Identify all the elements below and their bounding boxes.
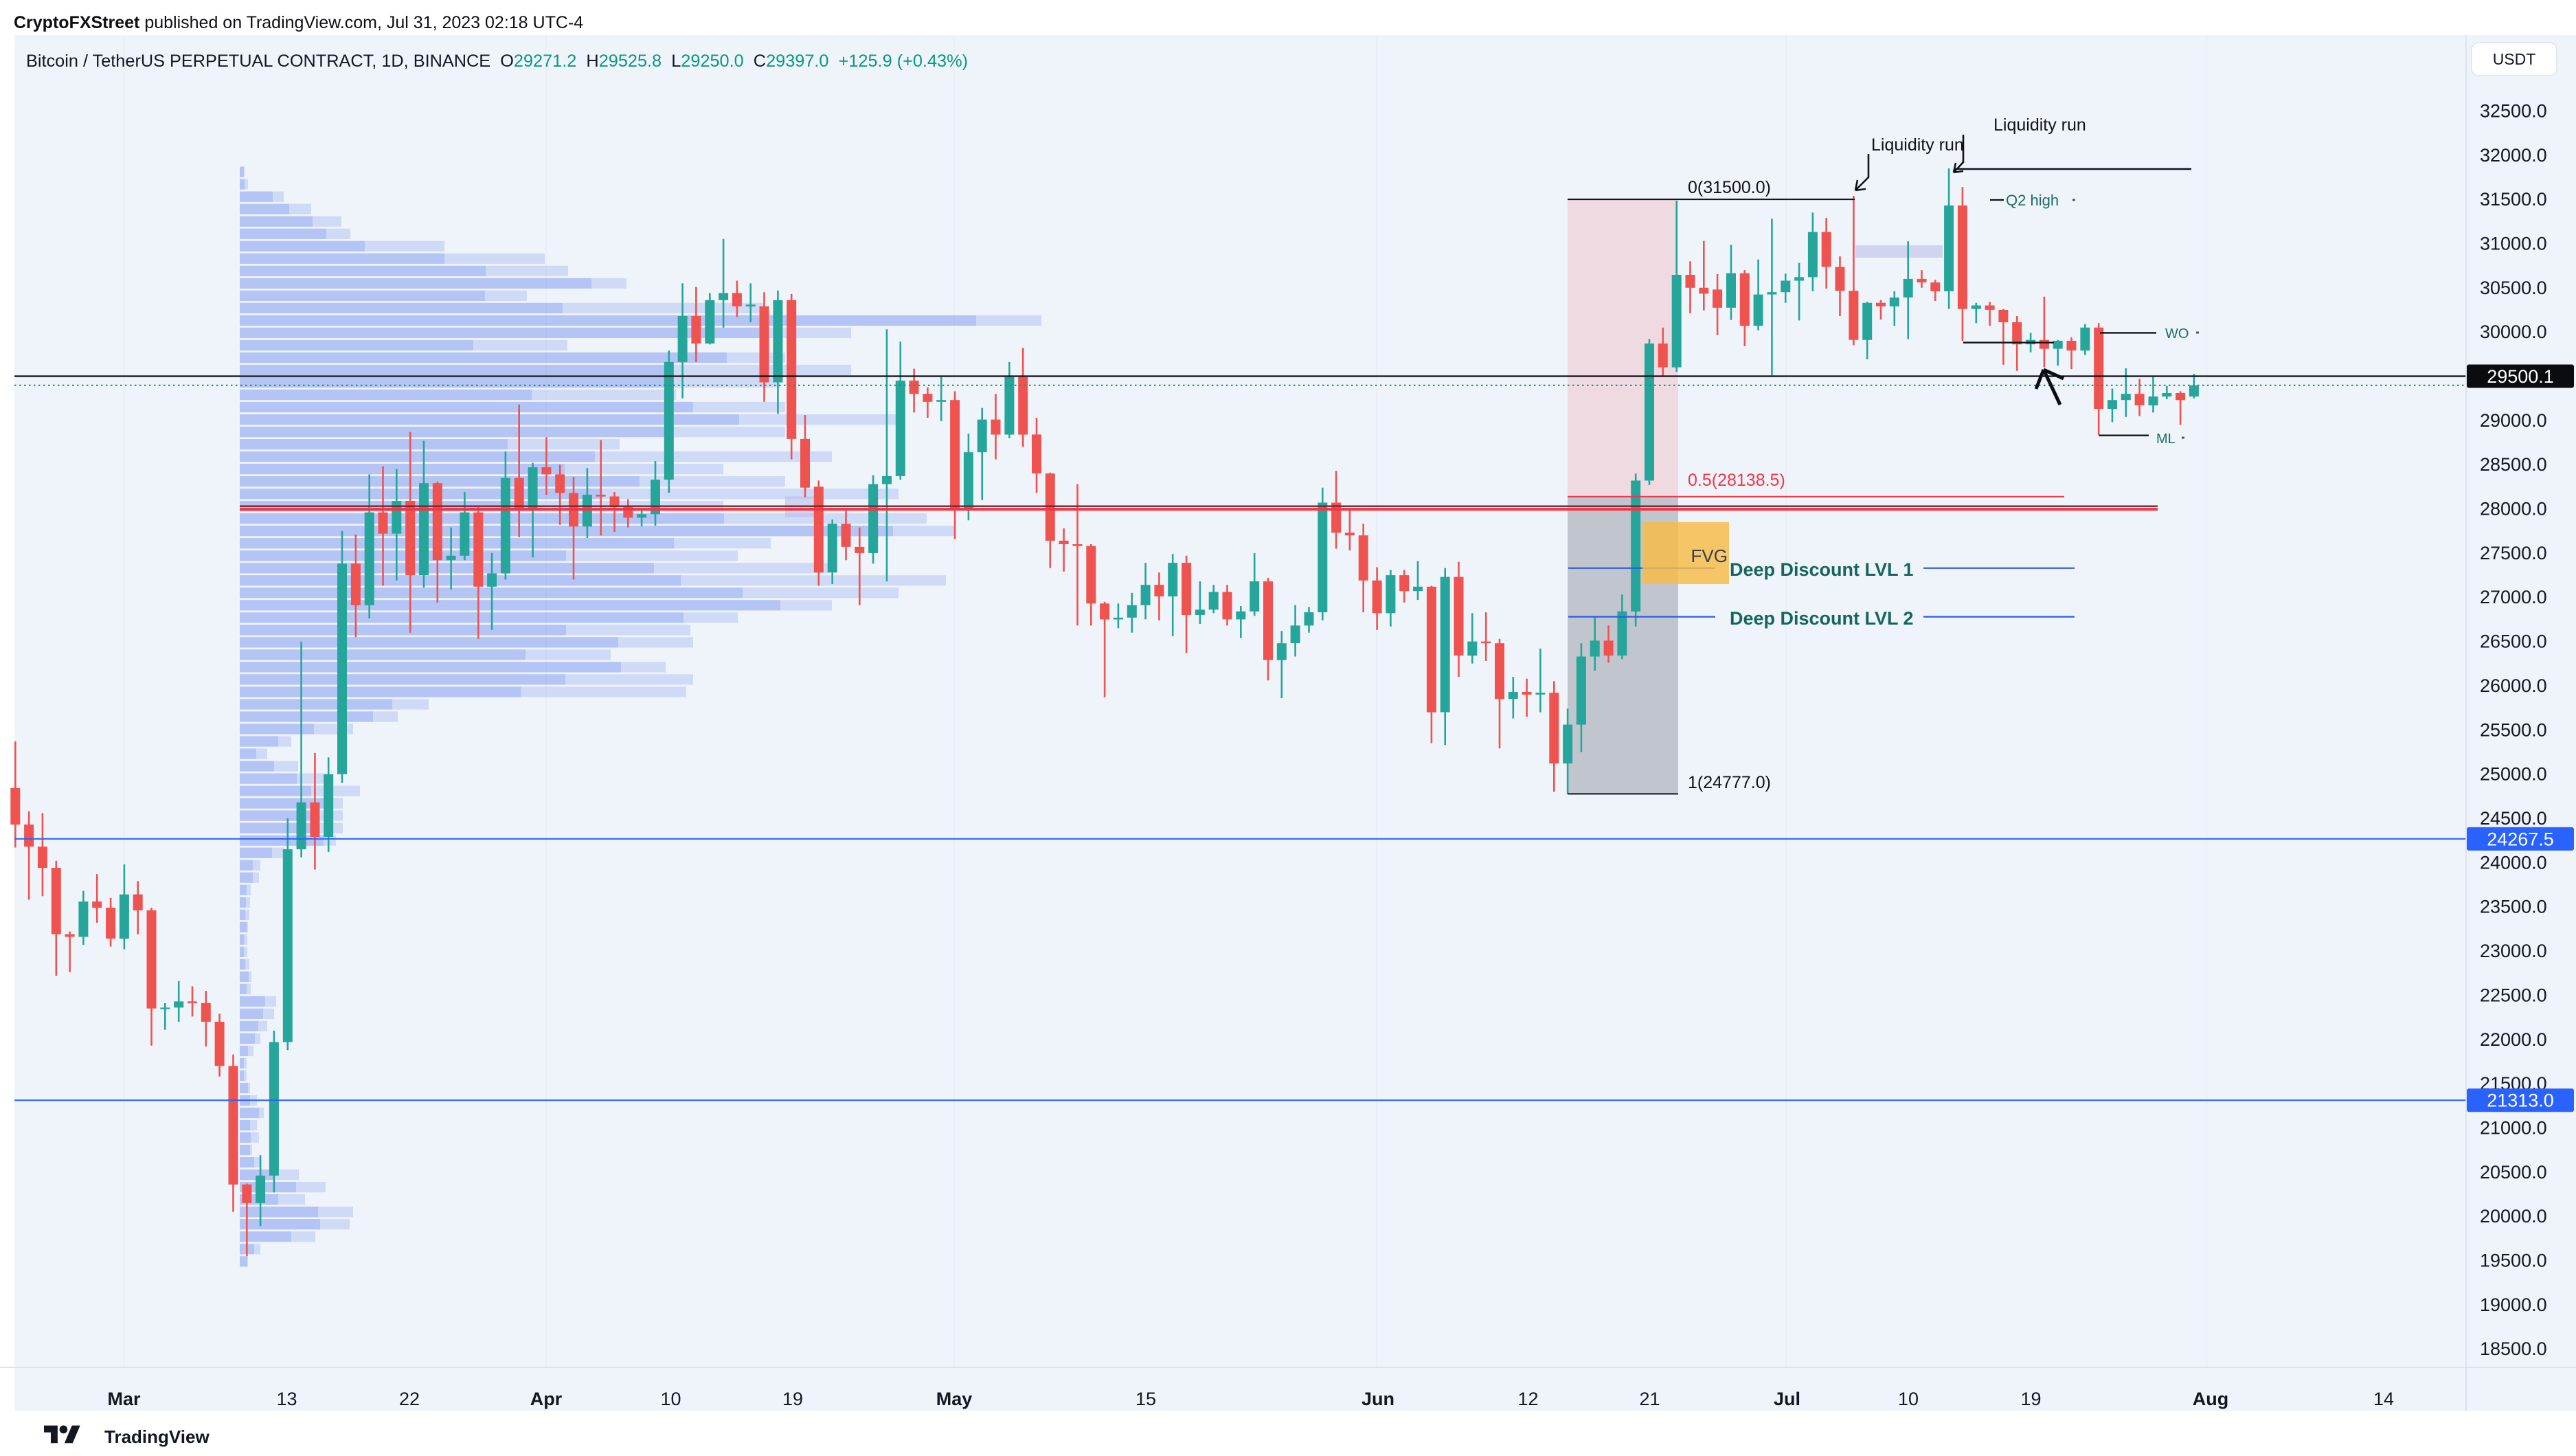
svg-text:25500.0: 25500.0: [2480, 719, 2547, 740]
svg-text:Apr: Apr: [530, 1389, 563, 1409]
svg-text:20500.0: 20500.0: [2480, 1162, 2547, 1183]
svg-text:23000.0: 23000.0: [2480, 941, 2547, 961]
svg-text:10: 10: [660, 1389, 681, 1409]
svg-text:22500.0: 22500.0: [2480, 985, 2547, 1005]
svg-text:Jul: Jul: [1774, 1389, 1800, 1409]
svg-text:20000.0: 20000.0: [2480, 1206, 2547, 1227]
svg-text:28500.0: 28500.0: [2480, 454, 2547, 475]
svg-text:12: 12: [1517, 1389, 1538, 1409]
svg-text:29500.1: 29500.1: [2487, 366, 2554, 387]
svg-text:Deep Discount LVL 1: Deep Discount LVL 1: [1730, 559, 1914, 580]
svg-text:Bitcoin / TetherUS PERPETUAL C: Bitcoin / TetherUS PERPETUAL CONTRACT, 1…: [26, 52, 968, 71]
svg-text:27000.0: 27000.0: [2480, 587, 2547, 607]
svg-text:Mar: Mar: [107, 1389, 141, 1409]
svg-text:19: 19: [2020, 1389, 2041, 1409]
svg-text:19500.0: 19500.0: [2480, 1251, 2547, 1271]
svg-text:Q2 high: Q2 high: [2006, 192, 2059, 209]
svg-text:WO: WO: [2165, 326, 2189, 341]
svg-text:30000.0: 30000.0: [2480, 322, 2547, 342]
svg-text:25000.0: 25000.0: [2480, 764, 2547, 785]
svg-text:21313.0: 21313.0: [2487, 1090, 2554, 1111]
svg-text:26000.0: 26000.0: [2480, 675, 2547, 696]
svg-text:14: 14: [2373, 1389, 2394, 1409]
svg-text:10: 10: [1898, 1389, 1919, 1409]
svg-text:26500.0: 26500.0: [2480, 631, 2547, 652]
svg-text:28000.0: 28000.0: [2480, 499, 2547, 519]
svg-text:1(24777.0): 1(24777.0): [1688, 773, 1771, 792]
svg-text:0(31500.0): 0(31500.0): [1688, 178, 1771, 197]
svg-text:USDT: USDT: [2493, 50, 2536, 68]
svg-text:Deep Discount LVL 2: Deep Discount LVL 2: [1730, 608, 1914, 629]
svg-text:31000.0: 31000.0: [2480, 233, 2547, 254]
svg-text:Aug: Aug: [2193, 1389, 2228, 1409]
svg-text:18500.0: 18500.0: [2480, 1339, 2547, 1359]
svg-text:24267.5: 24267.5: [2487, 829, 2554, 849]
svg-text:24000.0: 24000.0: [2480, 852, 2547, 873]
svg-text:Jun: Jun: [1362, 1389, 1394, 1409]
svg-text:Liquidity run: Liquidity run: [1993, 115, 2086, 135]
svg-text:19: 19: [782, 1389, 803, 1409]
svg-text:21: 21: [1639, 1389, 1660, 1409]
svg-text:32000.0: 32000.0: [2480, 145, 2547, 166]
svg-text:FVG: FVG: [1691, 546, 1728, 566]
svg-text:29000.0: 29000.0: [2480, 410, 2547, 431]
svg-text:CryptoFXStreet published on Tr: CryptoFXStreet published on TradingView.…: [14, 13, 583, 32]
svg-text:27500.0: 27500.0: [2480, 543, 2547, 563]
svg-text:22: 22: [399, 1389, 420, 1409]
svg-text:30500.0: 30500.0: [2480, 278, 2547, 298]
svg-text:23500.0: 23500.0: [2480, 897, 2547, 917]
svg-text:24500.0: 24500.0: [2480, 808, 2547, 829]
svg-text:Liquidity run: Liquidity run: [1871, 135, 1964, 155]
svg-text:19000.0: 19000.0: [2480, 1295, 2547, 1315]
svg-text:13: 13: [276, 1389, 297, 1409]
svg-text:22000.0: 22000.0: [2480, 1029, 2547, 1050]
svg-text:32500.0: 32500.0: [2480, 100, 2547, 121]
svg-text:21000.0: 21000.0: [2480, 1118, 2547, 1139]
svg-text:ML: ML: [2156, 432, 2176, 447]
svg-text:May: May: [936, 1389, 973, 1409]
svg-text:0.5(28138.5): 0.5(28138.5): [1688, 471, 1785, 490]
svg-text:15: 15: [1136, 1389, 1156, 1409]
svg-text:TradingView: TradingView: [104, 1426, 210, 1447]
svg-text:31500.0: 31500.0: [2480, 189, 2547, 210]
